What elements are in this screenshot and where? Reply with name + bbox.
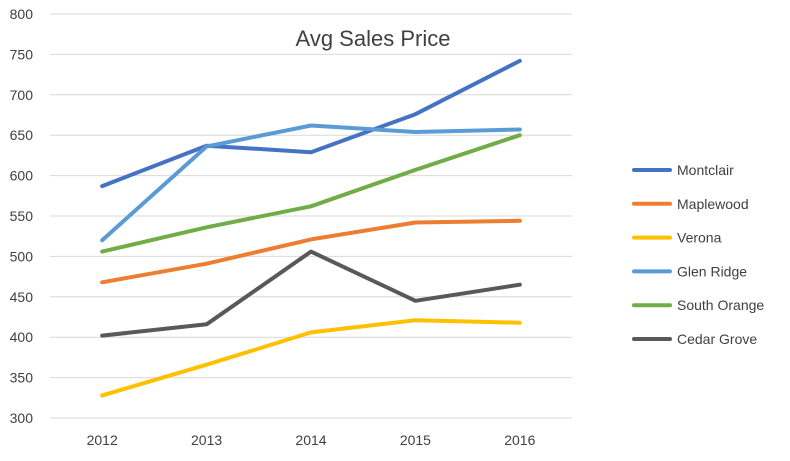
chart-title: Avg Sales Price [296,26,451,51]
y-tick-label: 550 [10,208,34,224]
legend-label: Glen Ridge [677,263,747,279]
y-tick-label: 800 [10,6,34,22]
x-tick-label: 2014 [295,432,326,448]
y-tick-label: 400 [10,329,34,345]
x-tick-label: 2013 [191,432,222,448]
y-axis: 300 350 400 450 500 550 600 650 700 750 800 [10,6,34,426]
y-tick-label: 450 [10,289,34,305]
y-tick-label: 700 [10,87,34,103]
y-tick-label: 300 [10,410,34,426]
y-tick-label: 650 [10,127,34,143]
series-line-verona [100,318,522,398]
legend-label: Verona [677,230,722,246]
x-tick-label: 2016 [504,432,535,448]
legend-label: Montclair [677,162,734,178]
legend: Montclair Maplewood Verona Glen Ridge South … [632,162,764,347]
x-tick-label: 2012 [87,432,118,448]
gridlines [50,13,572,419]
x-axis: 2012 2013 2014 2015 2016 [87,432,536,448]
y-tick-label: 500 [10,248,34,264]
legend-label: South Orange [677,297,764,313]
y-tick-label: 600 [10,168,34,184]
y-tick-label: 750 [10,46,34,62]
y-tick-label: 350 [10,370,34,386]
legend-label: Maplewood [677,196,749,212]
series-line-montclair [100,58,522,189]
legend-label: Cedar Grove [677,331,757,347]
x-tick-label: 2015 [400,432,431,448]
series-lines [100,58,522,398]
